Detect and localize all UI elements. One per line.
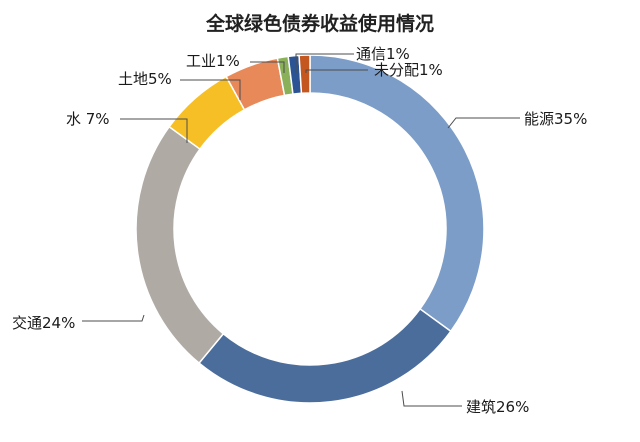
slice-2	[198, 307, 452, 404]
leader-lines	[82, 53, 520, 407]
slice-8	[298, 54, 311, 95]
leader-line-2	[401, 390, 462, 407]
slice-3	[135, 125, 225, 365]
leader-line-6	[250, 61, 285, 73]
slice-label-7: 通信1%	[356, 45, 410, 63]
slice-label-3: 交通24%	[12, 314, 75, 332]
leader-line-5	[180, 79, 241, 100]
slice-label-6: 工业1%	[186, 52, 240, 70]
leader-line-8	[305, 69, 368, 73]
leader-line-7	[295, 53, 354, 73]
slice-label-8: 未分配1%	[374, 61, 443, 79]
leader-line-4	[120, 118, 188, 143]
slice-label-1: 能源35%	[524, 110, 587, 128]
slices	[135, 54, 485, 404]
slice-labels: 能源35% 建筑26% 交通24% 水 7% 土地5% 工业1% 通信1%未分配1%	[12, 45, 587, 416]
slice-label-5: 土地5%	[118, 70, 172, 88]
slice-1	[309, 54, 485, 333]
slice-label-2: 建筑26%	[466, 398, 529, 416]
chart-title: 全球绿色债券收益使用情况	[205, 12, 434, 35]
leader-line-1	[447, 117, 520, 129]
leader-line-3	[82, 314, 145, 322]
slice-label-4: 水 7%	[66, 110, 110, 128]
